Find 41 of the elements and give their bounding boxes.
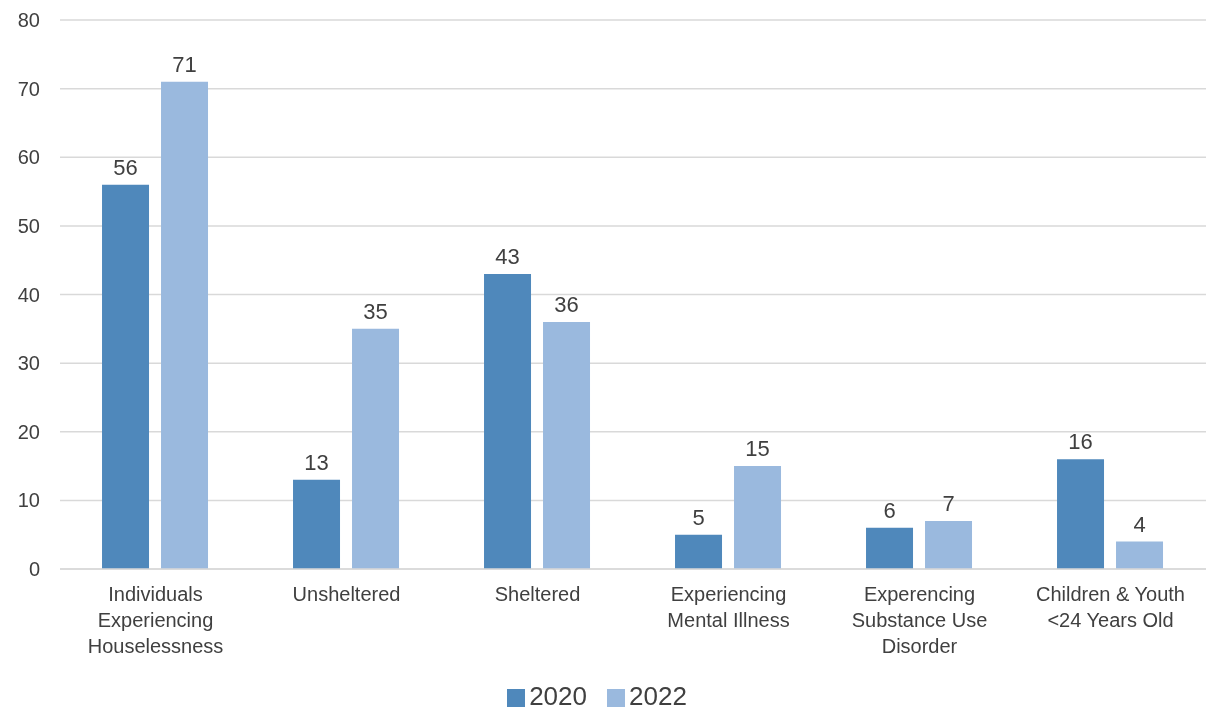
data-label: 5	[692, 504, 705, 530]
bar	[161, 81, 209, 569]
x-tick-label: Individuals Experiencing Houselessness	[87, 583, 224, 657]
data-label: 15	[745, 436, 770, 462]
bar	[484, 273, 532, 569]
bar	[1057, 459, 1105, 569]
data-label: 36	[554, 291, 579, 317]
bar	[543, 321, 591, 569]
data-label: 6	[883, 497, 896, 523]
bar	[734, 466, 782, 569]
y-tick-label: 50	[17, 214, 40, 237]
data-label: 43	[495, 243, 520, 269]
bar	[293, 479, 341, 569]
data-label: 56	[113, 154, 138, 180]
bar	[675, 534, 723, 569]
y-tick-label: 30	[17, 352, 40, 375]
data-label: 16	[1068, 429, 1093, 455]
y-tick-label: 20	[17, 420, 40, 443]
y-tick-label: 0	[28, 558, 40, 581]
x-tick-label: Sheltered	[494, 583, 581, 605]
data-label: 35	[363, 298, 388, 324]
bar	[925, 520, 973, 569]
y-tick-label: 70	[17, 77, 40, 100]
y-tick-label: 40	[17, 283, 40, 306]
data-label: 71	[172, 51, 197, 77]
data-label: 7	[942, 490, 955, 516]
x-tick-label: Children & Youth <24 Years Old	[1035, 583, 1186, 631]
bar	[866, 527, 914, 569]
x-tick-label: Unsheltered	[292, 583, 401, 605]
y-tick-label: 10	[17, 489, 40, 512]
legend-label: 2022	[629, 681, 687, 711]
y-tick-label: 80	[17, 9, 40, 32]
x-tick-label: Experencing Substance Use Disorder	[851, 583, 988, 657]
data-label: 13	[304, 449, 329, 475]
bar	[352, 328, 400, 569]
data-label: 4	[1133, 511, 1146, 537]
legend-label: 2020	[529, 681, 587, 711]
y-tick-label: 60	[17, 146, 40, 169]
bar	[102, 184, 150, 569]
bar	[1116, 541, 1164, 569]
x-tick-label: Experiencing Mental Illness	[667, 583, 790, 631]
